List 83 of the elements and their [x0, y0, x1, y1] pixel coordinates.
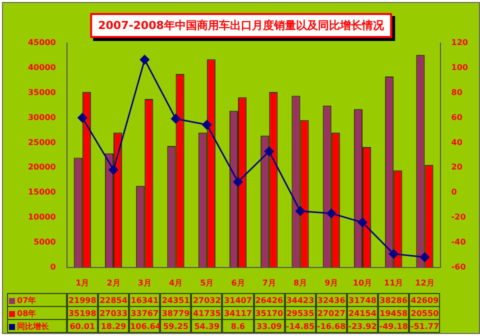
- x-tick-label: 6月: [231, 278, 245, 288]
- data-label: 18.29: [98, 319, 130, 333]
- data-label: -14.85: [284, 319, 316, 333]
- x-tick-label: 12月: [415, 278, 434, 288]
- data-label: 26426: [254, 293, 285, 307]
- y2-tick-label: 80: [451, 88, 463, 97]
- legend-label: 08年: [7, 306, 67, 320]
- y2-tick-label: 40: [451, 138, 463, 147]
- data-label: 20550: [409, 306, 440, 320]
- x-tick-label: 11月: [384, 278, 404, 288]
- data-label: 32436: [316, 293, 347, 307]
- legend-label: 同比增长: [7, 319, 67, 333]
- data-label: 34423: [284, 293, 316, 307]
- data-label: 41735: [191, 306, 222, 320]
- x-tick-label: 10月: [352, 278, 372, 288]
- point: [358, 218, 368, 228]
- data-label: 59.25: [160, 319, 192, 333]
- y-tick-label: 20000: [28, 162, 56, 172]
- data-label: 34117: [222, 306, 254, 320]
- x-tick-label: 2月: [106, 278, 120, 288]
- point: [108, 165, 118, 175]
- data-label: 42609: [409, 293, 440, 307]
- point: [296, 206, 305, 216]
- data-label: 33767: [129, 306, 160, 320]
- x-tick-label: 1月: [76, 278, 90, 288]
- y-tick-label: 45000: [28, 38, 56, 48]
- x-tick-label: 4月: [168, 278, 183, 288]
- point: [78, 113, 88, 123]
- point: [388, 249, 398, 259]
- data-label: 24154: [346, 306, 378, 320]
- data-label: 35170: [254, 306, 285, 320]
- y2-tick-label: -60: [451, 262, 466, 272]
- y-tick-label: 30000: [28, 112, 56, 122]
- x-tick-label: 9月: [324, 278, 338, 288]
- data-label: 8.6: [222, 319, 254, 333]
- y-tick-label: 35000: [28, 88, 56, 97]
- point: [264, 146, 274, 156]
- data-label: 31748: [346, 293, 378, 307]
- data-label: -49.18: [378, 319, 410, 333]
- y-tick-label: 15000: [28, 188, 56, 197]
- data-label: 16341: [129, 293, 160, 307]
- data-label: 54.39: [191, 319, 222, 333]
- data-label: 21998: [66, 293, 98, 307]
- data-label: 60.01: [66, 319, 98, 333]
- x-tick-label: 8月: [293, 278, 308, 288]
- y-tick-label: 40000: [28, 63, 56, 72]
- data-label: 31407: [222, 293, 254, 307]
- data-label: 38779: [160, 306, 192, 320]
- y2-tick-label: 120: [451, 38, 468, 48]
- data-label: 22854: [98, 293, 130, 307]
- x-tick-label: 3月: [138, 278, 152, 288]
- point: [171, 114, 181, 124]
- point: [420, 252, 430, 262]
- legend-label: 07年: [7, 293, 67, 307]
- y2-tick-label: -20: [451, 212, 466, 222]
- data-label: -16.68: [316, 319, 347, 333]
- data-label: 19458: [378, 306, 410, 320]
- x-tick-label: 5月: [200, 278, 214, 288]
- data-label: 27027: [316, 306, 347, 320]
- y-tick-label: 25000: [28, 138, 56, 147]
- y-tick-label: 0: [50, 262, 56, 272]
- data-label: 38286: [378, 293, 410, 307]
- data-label: 27032: [191, 293, 222, 307]
- y2-tick-label: 0: [451, 188, 458, 197]
- y2-tick-label: 20: [451, 162, 463, 172]
- data-label: 24351: [160, 293, 192, 307]
- point: [233, 177, 243, 187]
- point: [326, 208, 336, 218]
- data-label: -23.92: [346, 319, 378, 333]
- y-tick-label: 10000: [28, 212, 56, 222]
- data-label: -51.77: [409, 319, 440, 333]
- x-tick-label: 7月: [262, 278, 276, 288]
- point: [140, 54, 150, 64]
- y2-tick-label: 100: [451, 63, 468, 72]
- data-label: 33.09: [254, 319, 285, 333]
- y2-tick-label: -40: [451, 238, 466, 247]
- y-tick-label: 5000: [34, 238, 56, 247]
- data-label: 29535: [284, 306, 316, 320]
- data-label: 35198: [66, 306, 98, 320]
- data-label: 27033: [98, 306, 130, 320]
- point: [202, 120, 212, 130]
- chart-title: 2007-2008年中国商用车出口月度销量以及同比增长情况: [90, 13, 392, 38]
- y2-tick-label: 60: [451, 112, 463, 122]
